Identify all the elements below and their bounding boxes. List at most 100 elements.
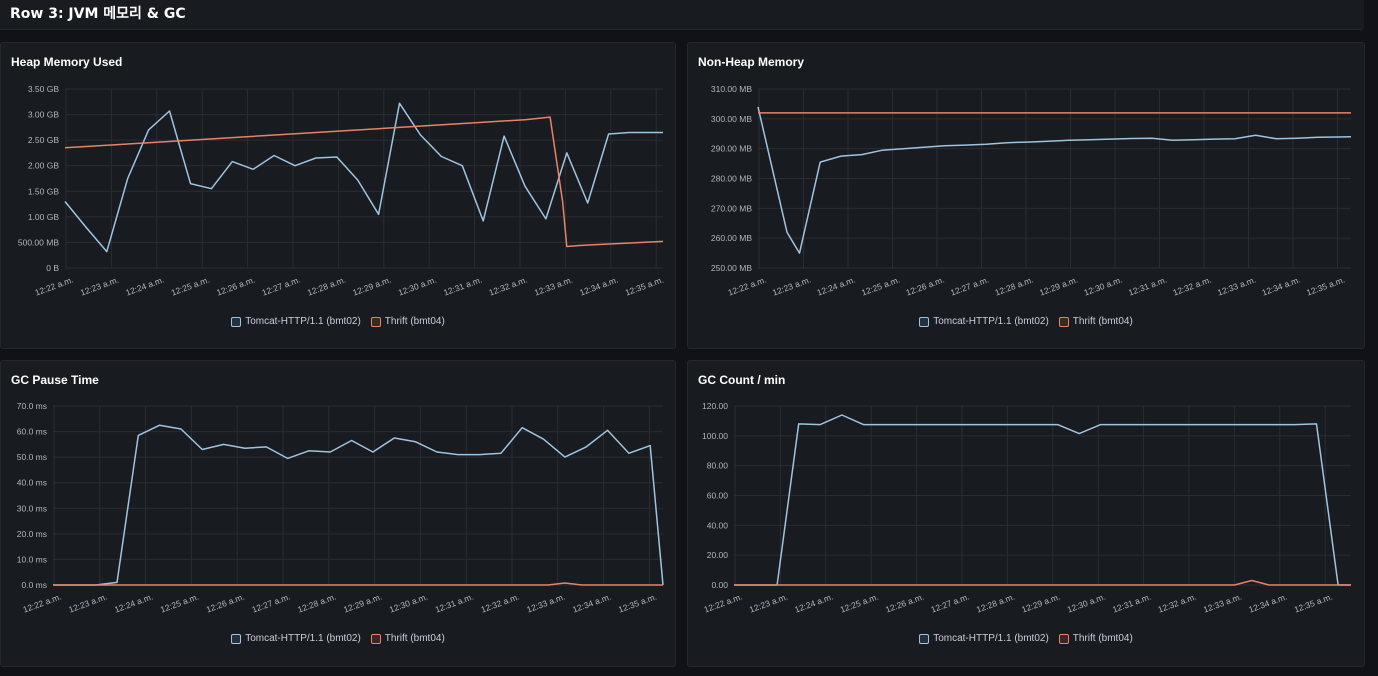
legend-label-tomcat: Tomcat-HTTP/1.1 (bmt02) bbox=[245, 633, 361, 644]
x-tick-label: 12:34 a.m. bbox=[1261, 274, 1302, 297]
legend-label-thrift: Thrift (bmt04) bbox=[1072, 633, 1133, 644]
legend-item-tomcat[interactable]: Tomcat-HTTP/1.1 (bmt02) bbox=[919, 633, 1049, 644]
swatch-tomcat bbox=[231, 633, 242, 644]
swatch-thrift bbox=[1058, 633, 1069, 644]
panel-title: GC Count / min bbox=[698, 373, 786, 387]
legend-item-tomcat[interactable]: Tomcat-HTTP/1.1 (bmt02) bbox=[231, 316, 361, 327]
x-tick-label: 12:26 a.m. bbox=[205, 591, 246, 614]
y-tick-label: 2.50 GB bbox=[28, 135, 60, 145]
heap-memory-chart: 0 B 500.00 MB 1.00 GB 1.50 GB 2.00 GB 2.50 GB… bbox=[18, 84, 665, 298]
row-header[interactable]: Row 3: JVM 메모리 & GC bbox=[0, 0, 1364, 30]
legend-item-thrift[interactable]: Thrift (bmt04) bbox=[370, 633, 445, 644]
x-tick-label: 12:23 a.m. bbox=[748, 591, 789, 614]
x-tick-label: 12:29 a.m. bbox=[342, 591, 383, 614]
x-tick-label: 12:33 a.m. bbox=[525, 591, 566, 614]
x-tick-label: 12:34 a.m. bbox=[578, 274, 619, 297]
x-tick-label: 12:31 a.m. bbox=[442, 274, 483, 297]
x-tick-label: 12:30 a.m. bbox=[1083, 274, 1124, 297]
x-tick-label: 12:33 a.m. bbox=[1216, 274, 1257, 297]
x-tick-label: 12:24 a.m. bbox=[793, 591, 834, 614]
series-line-thrift bbox=[64, 116, 664, 248]
y-tick-label: 280.00 MB bbox=[711, 174, 752, 184]
x-tick-label: 12:29 a.m. bbox=[351, 274, 392, 297]
x-tick-label: 12:31 a.m. bbox=[1111, 591, 1152, 614]
x-tick-label: 12:28 a.m. bbox=[306, 274, 347, 297]
panel-title: GC Pause Time bbox=[11, 373, 99, 387]
x-tick-label: 12:26 a.m. bbox=[884, 591, 925, 614]
series-line-thrift bbox=[53, 582, 663, 586]
y-tick-label: 40.00 bbox=[707, 520, 729, 530]
legend-label-thrift: Thrift (bmt04) bbox=[1072, 316, 1133, 327]
x-tick-label: 12:25 a.m. bbox=[860, 274, 901, 297]
x-tick-label: 12:27 a.m. bbox=[251, 591, 292, 614]
swatch-thrift bbox=[1058, 316, 1069, 327]
x-tick-label: 12:33 a.m. bbox=[533, 274, 574, 297]
legend-item-thrift[interactable]: Thrift (bmt04) bbox=[370, 316, 445, 327]
x-tick-label: 12:26 a.m. bbox=[215, 274, 256, 297]
y-tick-label: 70.0 ms bbox=[17, 401, 47, 411]
x-tick-label: 12:35 a.m. bbox=[1293, 591, 1334, 614]
x-tick-label: 12:22 a.m. bbox=[22, 591, 63, 614]
x-tick-label: 12:25 a.m. bbox=[159, 591, 200, 614]
y-tick-label: 310.00 MB bbox=[711, 84, 752, 94]
panel-title: Heap Memory Used bbox=[11, 55, 123, 69]
x-tick-label: 12:30 a.m. bbox=[388, 591, 429, 614]
non-heap-memory-panel[interactable]: Non-Heap Memory 250.00 MB 260.00 MB 270.00… bbox=[687, 42, 1365, 349]
non-heap-memory-chart: 250.00 MB 260.00 MB 270.00 MB 280.00 MB 290.… bbox=[711, 84, 1352, 298]
legend-item-tomcat[interactable]: Tomcat-HTTP/1.1 (bmt02) bbox=[919, 316, 1049, 327]
legend-item-tomcat[interactable]: Tomcat-HTTP/1.1 (bmt02) bbox=[231, 633, 361, 644]
x-tick-label: 12:35 a.m. bbox=[1305, 274, 1346, 297]
series-line-tomcat bbox=[734, 414, 1351, 586]
x-tick-label: 12:30 a.m. bbox=[397, 274, 438, 297]
gc-count-chart: 0.00 20.00 40.00 60.00 80.00 100.00 120.00 12:2… bbox=[702, 401, 1351, 615]
x-tick-label: 12:27 a.m. bbox=[930, 591, 971, 614]
x-tick-label: 12:28 a.m. bbox=[994, 274, 1035, 297]
y-tick-label: 500.00 MB bbox=[18, 237, 59, 247]
y-tick-label: 0 B bbox=[46, 263, 59, 273]
legend: Tomcat-HTTP/1.1 (bmt02) Thrift (bmt04) bbox=[1, 316, 675, 327]
x-tick-label: 12:27 a.m. bbox=[949, 274, 990, 297]
y-tick-label: 10.0 ms bbox=[17, 554, 47, 564]
y-tick-label: 260.00 MB bbox=[711, 233, 752, 243]
y-tick-label: 20.00 bbox=[707, 550, 729, 560]
gc-pause-time-panel[interactable]: GC Pause Time 0.0 ms 10.0 ms 20.0 ms 30.0 m… bbox=[0, 360, 676, 667]
x-tick-label: 12:22 a.m. bbox=[727, 274, 768, 297]
series-line-tomcat bbox=[53, 424, 664, 586]
legend-label-tomcat: Tomcat-HTTP/1.1 (bmt02) bbox=[933, 633, 1049, 644]
x-tick-label: 12:24 a.m. bbox=[113, 591, 154, 614]
x-tick-label: 12:31 a.m. bbox=[434, 591, 475, 614]
swatch-thrift bbox=[370, 633, 381, 644]
y-tick-label: 60.00 bbox=[707, 491, 729, 501]
swatch-thrift bbox=[370, 316, 381, 327]
x-tick-label: 12:32 a.m. bbox=[1157, 591, 1198, 614]
y-tick-label: 120.00 bbox=[702, 401, 728, 411]
heap-memory-panel[interactable]: Heap Memory Used 0 B 500.00 MB 1.00 GB 1.50… bbox=[0, 42, 676, 349]
y-tick-label: 250.00 MB bbox=[711, 263, 752, 273]
y-tick-label: 40.0 ms bbox=[17, 478, 47, 488]
x-tick-label: 12:29 a.m. bbox=[1038, 274, 1079, 297]
series-line-tomcat bbox=[64, 102, 663, 253]
row-title: Row 3: JVM 메모리 & GC bbox=[10, 6, 186, 22]
x-tick-label: 12:31 a.m. bbox=[1127, 274, 1168, 297]
x-tick-label: 12:29 a.m. bbox=[1020, 591, 1061, 614]
legend-label-tomcat: Tomcat-HTTP/1.1 (bmt02) bbox=[245, 316, 361, 327]
x-tick-label: 12:22 a.m. bbox=[34, 274, 75, 297]
x-tick-label: 12:33 a.m. bbox=[1202, 591, 1243, 614]
legend-item-thrift[interactable]: Thrift (bmt04) bbox=[1058, 316, 1133, 327]
swatch-tomcat bbox=[919, 316, 930, 327]
x-tick-label: 12:35 a.m. bbox=[624, 274, 665, 297]
legend-item-thrift[interactable]: Thrift (bmt04) bbox=[1058, 633, 1133, 644]
gc-count-panel[interactable]: GC Count / min 0.00 20.00 40.00 60.00 80.00 1… bbox=[687, 360, 1365, 667]
y-tick-label: 290.00 MB bbox=[711, 144, 752, 154]
legend: Tomcat-HTTP/1.1 (bmt02) Thrift (bmt04) bbox=[1, 633, 675, 644]
legend-label-thrift: Thrift (bmt04) bbox=[384, 633, 445, 644]
x-tick-label: 12:22 a.m. bbox=[703, 591, 744, 614]
x-tick-label: 12:32 a.m. bbox=[488, 274, 529, 297]
x-tick-label: 12:34 a.m. bbox=[1247, 591, 1288, 614]
y-tick-label: 3.00 GB bbox=[28, 110, 60, 120]
x-tick-label: 12:35 a.m. bbox=[617, 591, 658, 614]
series-line-thrift bbox=[734, 579, 1351, 586]
y-tick-label: 2.00 GB bbox=[28, 161, 60, 171]
y-tick-label: 270.00 MB bbox=[711, 203, 752, 213]
y-tick-label: 30.0 ms bbox=[17, 503, 47, 513]
